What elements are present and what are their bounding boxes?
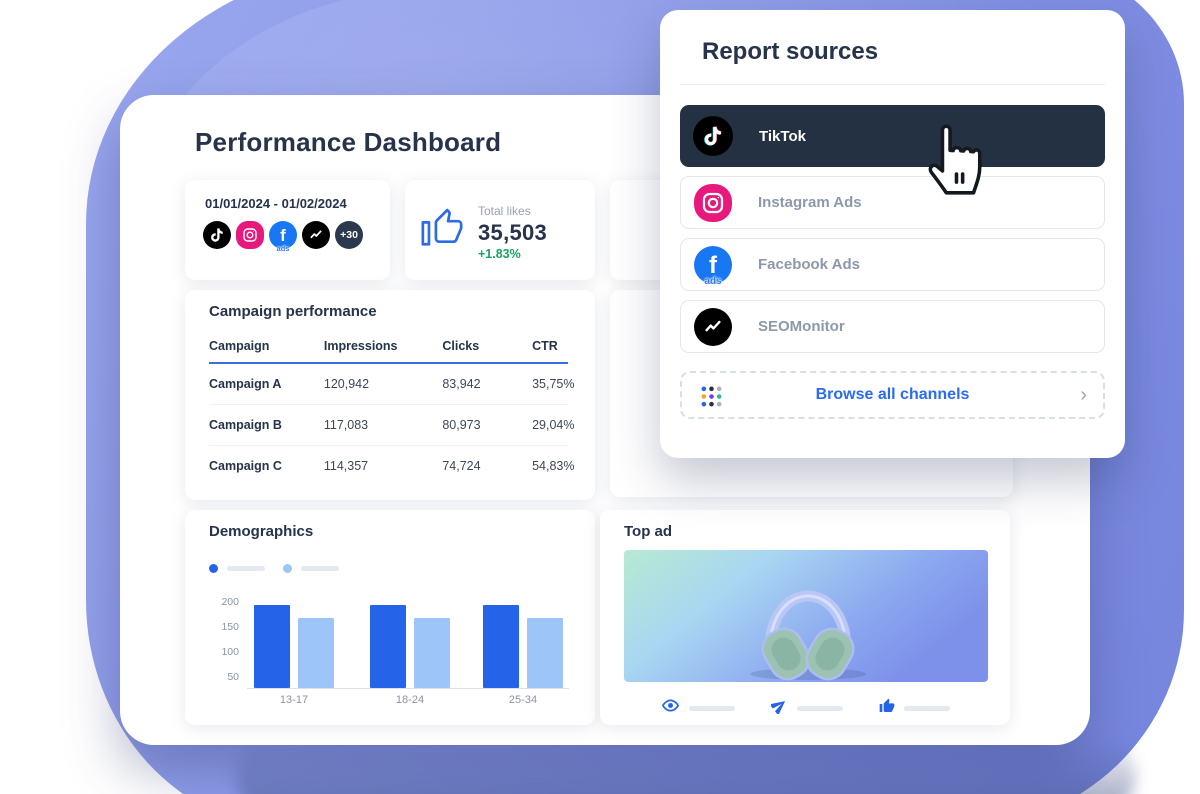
col-campaign: Campaign [209,339,270,353]
y-tick: 200 [221,596,239,608]
eye-icon [661,696,680,720]
campaign-table: Campaign Impressions Clicks CTR Campaign… [209,334,575,486]
col-clicks: Clicks [442,339,480,353]
date-sources-card: 01/01/2024 - 01/02/2024 f ads +30 [185,180,390,280]
source-label: SEOMonitor [758,318,845,335]
source-label: Facebook Ads [758,256,860,273]
campaign-table-title: Campaign performance [209,303,377,320]
facebook-ads-icon: f ads [694,245,732,287]
cell: 117,083 [323,418,369,432]
legend-placeholder-bar [227,566,265,571]
metric-placeholder-bar [796,705,843,711]
cell: 120,942 [323,377,370,391]
top-ad-card: Top ad [600,510,1010,725]
x-category: 25-34 [508,694,538,706]
col-impressions: Impressions [323,339,398,353]
total-likes-card: Total likes 35,503 +1.83% [405,180,595,280]
date-range: 01/01/2024 - 01/02/2024 [205,196,347,211]
metric-placeholder-bar [903,705,950,711]
top-ad-image-headphones [624,550,988,682]
source-list: TikTok Instagram Ads f ads Facebook Ads [680,105,1105,353]
table-row: Campaign A 120,942 83,942 35,75% [209,364,575,405]
seomonitor-icon [302,221,330,249]
demographics-card: Demographics 200 150 100 50 13-17 18-24 … [185,510,595,725]
demographics-title: Demographics [209,523,314,540]
arrow-cursor-icon [769,697,788,719]
connected-sources-row: f ads +30 [203,221,363,253]
cell: 114,357 [323,459,369,473]
x-category: 18-24 [395,694,425,706]
total-likes-label: Total likes [478,204,531,218]
top-ad-title: Top ad [624,523,673,540]
thumbs-up-icon [879,698,895,719]
chart-legend [209,564,339,573]
browse-label: Browse all channels [815,386,970,403]
legend-item-series-1 [209,564,265,573]
tiktok-icon [203,221,231,249]
chevron-right-icon: › [1080,384,1087,406]
cell: Campaign B [209,418,282,432]
source-item-instagram-ads[interactable]: Instagram Ads [680,176,1105,229]
page-title: Performance Dashboard [195,127,502,157]
bar-25-34-series-1 [483,605,519,688]
divider [680,84,1105,85]
likes-metric [879,698,950,719]
views-metric [661,696,735,720]
channels-grid-icon [700,385,723,413]
report-sources-panel: Report sources TikTok Instagram Ads [660,10,1125,458]
hand-pointer-cursor [918,114,994,203]
panel-title: Report sources [702,38,879,65]
campaign-performance-card: Campaign performance Campaign Impression… [185,290,595,500]
shares-metric [769,697,843,719]
y-tick: 50 [227,671,239,683]
instagram-icon [236,221,264,249]
instagram-icon [694,183,732,222]
bar-18-24-series-2 [414,618,450,688]
bar-13-17-series-2 [298,618,334,688]
total-likes-value: 35,503 [478,220,548,245]
cell: 83,942 [442,377,481,391]
source-item-facebook-ads[interactable]: f ads Facebook Ads [680,238,1105,291]
legend-dot [209,564,218,573]
source-label: Instagram Ads [758,194,862,211]
bar-18-24-series-1 [370,605,406,688]
y-tick: 150 [221,621,239,633]
table-header-row: Campaign Impressions Clicks CTR [209,334,568,364]
y-tick: 100 [221,646,239,658]
source-item-seomonitor[interactable]: SEOMonitor [680,300,1105,353]
seomonitor-icon [694,307,732,346]
demographics-plot: 200 150 100 50 13-17 18-24 25-34 [221,596,569,706]
browse-all-channels-button[interactable]: Browse all channels › [680,371,1105,419]
source-item-tiktok[interactable]: TikTok [680,105,1105,167]
bar-13-17-series-1 [254,605,290,688]
cell: Campaign C [209,459,282,473]
more-sources-badge: +30 [335,221,363,249]
col-ctr: CTR [532,339,558,353]
table-row: Campaign C 114,357 74,724 54,83% [209,446,575,486]
legend-item-series-2 [283,564,339,573]
cell: Campaign A [209,377,282,391]
bar-25-34-series-2 [527,618,563,688]
source-label: TikTok [759,127,806,145]
cell: 74,724 [442,459,481,473]
legend-placeholder-bar [301,566,339,571]
cell: 35,75% [532,377,575,391]
tiktok-icon [693,116,733,156]
table-row: Campaign B 117,083 80,973 29,04% [209,405,575,446]
ad-metrics-row [600,696,1010,720]
metric-placeholder-bar [688,705,735,711]
cell: 80,973 [442,418,481,432]
x-category: 13-17 [279,694,309,706]
cell: 54,83% [532,459,575,473]
facebook-ads-icon: f ads [269,221,297,253]
cell: 29,04% [532,418,575,432]
legend-dot [283,564,292,573]
total-likes-change: +1.83% [478,247,521,261]
thumbs-up-outline-icon [419,204,465,261]
